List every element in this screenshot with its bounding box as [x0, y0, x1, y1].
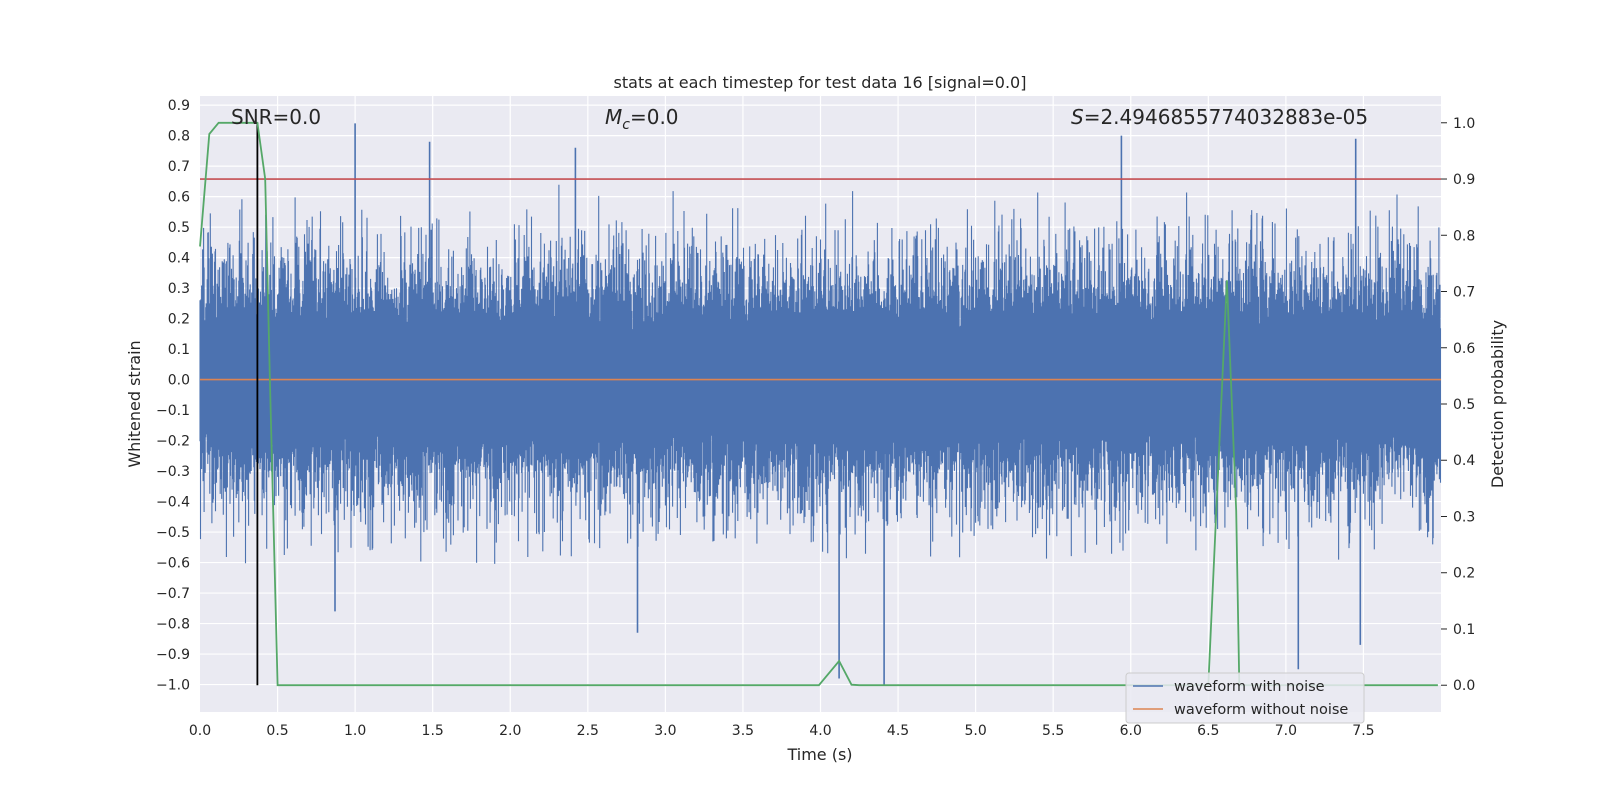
- x-tick-label: 2.0: [499, 723, 521, 739]
- x-tick-label: 6.0: [1120, 723, 1142, 739]
- x-tick-label: 7.0: [1275, 723, 1297, 739]
- y-tick-label: −0.4: [156, 495, 190, 511]
- axes: 0.0 0.5 1.0 1.5 2.0 2.5 3.0 3.5 4.0 4.5 5.0 5.5 6.0 6…: [156, 98, 1475, 739]
- legend: waveform with noise waveform without noi…: [1125, 672, 1365, 724]
- x-tick-label: 1.5: [422, 723, 444, 739]
- y-tick-label: −0.3: [156, 464, 190, 480]
- y-tick-label: −0.5: [156, 525, 190, 541]
- x-tick-label: 4.5: [887, 723, 909, 739]
- y2-tick-label: 0.8: [1453, 228, 1475, 244]
- y2-tick-label: 1.0: [1453, 116, 1475, 132]
- legend-label-noise: waveform with noise: [1174, 679, 1325, 695]
- s-symbol: S: [1071, 105, 1084, 129]
- x-tick-label: 5.0: [964, 723, 986, 739]
- y-tick-label: 0.0: [168, 373, 190, 389]
- s-value: =2.4946855774032883e-05: [1084, 105, 1368, 129]
- x-tick-label: 1.0: [344, 723, 366, 739]
- x-tick-label: 0.0: [189, 723, 211, 739]
- x-tick-label: 0.5: [266, 723, 288, 739]
- y2-tick-label: 0.5: [1453, 397, 1475, 413]
- y-tick-label: 0.1: [168, 342, 190, 358]
- mc-annotation: Mc=0.0: [605, 105, 679, 133]
- x-tick-label: 2.5: [577, 723, 599, 739]
- y-axis-label: Whitened strain: [125, 340, 144, 467]
- s-annotation: S=2.4946855774032883e-05: [1071, 105, 1368, 129]
- mc-symbol: M: [605, 105, 622, 129]
- legend-box: [1125, 672, 1365, 724]
- x-tick-label: 3.0: [654, 723, 676, 739]
- y-tick-label: 0.9: [168, 98, 190, 114]
- x-tick-label: 4.0: [809, 723, 831, 739]
- mc-subscript: c: [622, 117, 630, 133]
- x-tick-label: 7.5: [1352, 723, 1374, 739]
- y2-tick-label: 0.1: [1453, 622, 1475, 638]
- y-tick-label: 0.4: [168, 251, 190, 267]
- y-tick-label: 0.8: [168, 129, 190, 145]
- y2-tick-label: 0.4: [1453, 453, 1475, 469]
- y-tick-label: −0.9: [156, 647, 190, 663]
- legend-label-clean: waveform without noise: [1174, 702, 1348, 718]
- y-tick-label: 0.7: [168, 159, 190, 175]
- y2-axis-label: Detection probability: [1488, 320, 1507, 488]
- x-tick-label: 5.5: [1042, 723, 1064, 739]
- y-tick-label: 0.6: [168, 190, 190, 206]
- snr-annotation: SNR=0.0: [231, 105, 321, 129]
- series-detection-probability: [199, 121, 1438, 687]
- x-tick-label: 6.5: [1197, 723, 1219, 739]
- y-tick-label: 0.3: [168, 281, 190, 297]
- x-tick-label: 3.5: [732, 723, 754, 739]
- y-tick-label: 0.2: [168, 312, 190, 328]
- y-tick-label: 0.5: [168, 220, 190, 236]
- y2-tick-label: 0.9: [1453, 172, 1475, 188]
- plot-area: [199, 121, 1442, 687]
- chart-title: stats at each timestep for test data 16 …: [614, 73, 1027, 92]
- y2-tick-label: 0.0: [1453, 678, 1475, 694]
- mc-value: =0.0: [630, 105, 679, 129]
- x-axis-label: Time (s): [786, 745, 852, 764]
- y-tick-label: −0.6: [156, 556, 190, 572]
- y2-tick-label: 0.2: [1453, 566, 1475, 582]
- y-tick-label: −1.0: [156, 678, 190, 694]
- y-tick-label: −0.2: [156, 434, 190, 450]
- y2-tick-label: 0.6: [1453, 341, 1475, 357]
- y2-tick-label: 0.3: [1453, 509, 1475, 525]
- y-tick-label: −0.8: [156, 617, 190, 633]
- y2-tick-label: 0.7: [1453, 285, 1475, 301]
- series-noise-peaks: [334, 123, 1362, 685]
- y-tick-label: −0.1: [156, 403, 190, 419]
- series-noise-trace: [199, 184, 1442, 564]
- y-tick-label: −0.7: [156, 586, 190, 602]
